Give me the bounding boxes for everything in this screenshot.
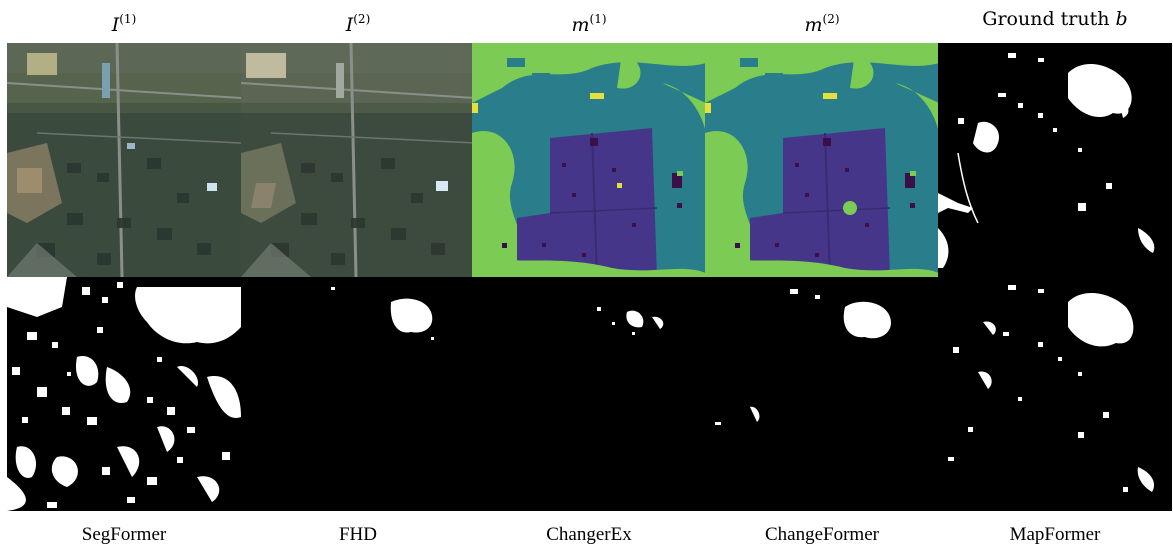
changerex-prediction-graphic — [472, 277, 706, 511]
header-map-2: m(2) — [705, 6, 939, 38]
panel-map-1 — [472, 43, 706, 277]
panel-ground-truth-mask — [938, 43, 1172, 277]
panel-changeformer-prediction — [705, 277, 939, 511]
panel-mapformer-prediction — [938, 277, 1172, 511]
panel-map-2 — [705, 43, 939, 277]
label-changerex: ChangerEx — [546, 524, 632, 545]
panel-satellite-image-1 — [7, 43, 241, 277]
header-image-1-base: I — [111, 14, 120, 36]
map-1-graphic — [472, 43, 706, 277]
map-2-graphic — [705, 43, 939, 277]
satellite-image-2-graphic — [241, 43, 475, 277]
header-image-1-sup: (1) — [119, 12, 137, 26]
ground-truth-mask-graphic — [938, 43, 1172, 277]
header-map-1-sup: (1) — [589, 12, 607, 26]
header-map-1: m(1) — [472, 6, 706, 38]
header-map-1-base: m — [571, 14, 590, 36]
header-ground-truth: Ground truth b — [938, 6, 1172, 32]
header-map-2-base: m — [804, 14, 823, 36]
mapformer-prediction-graphic — [938, 277, 1172, 511]
label-segformer: SegFormer — [81, 524, 167, 545]
label-fhd: FHD — [338, 524, 377, 545]
header-image-2-base: I — [345, 14, 354, 36]
panel-fhd-prediction — [241, 277, 475, 511]
header-image-2-sup: (2) — [353, 12, 371, 26]
label-changeformer: ChangeFormer — [765, 524, 879, 545]
panel-changerex-prediction — [472, 277, 706, 511]
header-image-2: I(2) — [241, 6, 475, 38]
panel-satellite-image-2 — [241, 43, 475, 277]
header-map-2-sup: (2) — [822, 12, 840, 26]
header-ground-truth-text: Ground truth — [982, 8, 1110, 30]
fhd-prediction-graphic — [241, 277, 475, 511]
changeformer-prediction-graphic — [705, 277, 939, 511]
header-ground-truth-var: b — [1115, 8, 1128, 30]
label-mapformer: MapFormer — [1009, 524, 1101, 545]
satellite-image-1-graphic — [7, 43, 241, 277]
header-image-1: I(1) — [7, 6, 241, 38]
segformer-prediction-graphic — [7, 277, 241, 511]
panel-segformer-prediction — [7, 277, 241, 511]
